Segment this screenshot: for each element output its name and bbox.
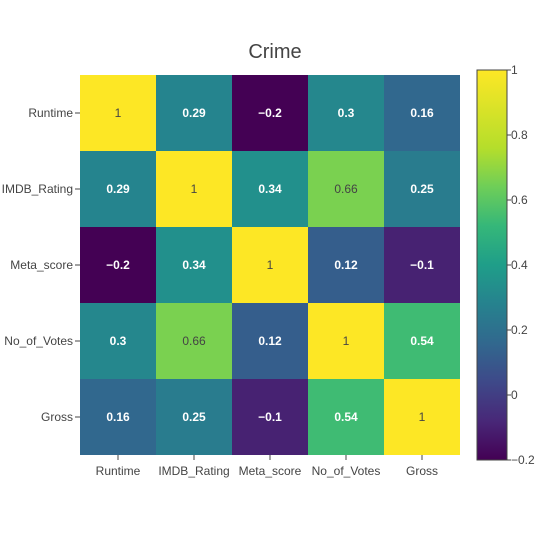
cell-value-label: 0.3 (110, 334, 127, 348)
heatmap-cell (232, 151, 308, 227)
colorbar-tick-label: 0.4 (511, 258, 528, 272)
colorbar-tick-label: −0.2 (511, 453, 535, 467)
x-axis: Runtime IMDB_Rating Meta_score No_of_Votes G… (96, 455, 438, 478)
heatmap-cell (156, 379, 232, 455)
colorbar-ticks: 1 0.8 0.6 0.4 0.2 0 −0.2 (507, 63, 535, 467)
cell-value-label: 0.66 (182, 334, 206, 348)
cell-value-label: 0.12 (334, 258, 358, 272)
heatmap-cell (80, 151, 156, 227)
heatmap-cell (232, 379, 308, 455)
x-tick-label: No_of_Votes (312, 464, 381, 478)
cell-value-label: 0.12 (258, 334, 282, 348)
heatmap-cell (156, 75, 232, 151)
colorbar-gradient (476, 69, 508, 461)
heatmap-cell (384, 379, 460, 455)
x-tick-label: IMDB_Rating (158, 464, 229, 478)
y-tick-label: IMDB_Rating (2, 182, 73, 196)
cell-value-label: 0.66 (334, 182, 358, 196)
cell-value-label: −0.1 (410, 258, 434, 272)
cell-value-label: 0.29 (182, 106, 206, 120)
cell-value-label: 0.54 (334, 410, 358, 424)
y-tick-label: Gross (41, 410, 73, 424)
heatmap-cell (384, 75, 460, 151)
y-tick-label: No_of_Votes (4, 334, 73, 348)
heatmap-cell (80, 303, 156, 379)
x-tick-label: Gross (406, 464, 438, 478)
cell-value-label: 0.25 (410, 182, 434, 196)
heatmap-cell (308, 227, 384, 303)
heatmap-cell (308, 379, 384, 455)
colorbar-tick-label: 0.2 (511, 323, 528, 337)
cell-value-label: 0.54 (410, 334, 434, 348)
colorbar-tick-label: 0.6 (511, 193, 528, 207)
cell-value-label: 0.16 (410, 106, 434, 120)
colorbar-tick-label: 0 (511, 388, 518, 402)
cell-value-label: 1 (419, 410, 426, 424)
cell-value-label: 0.29 (106, 182, 130, 196)
heatmap-cell (80, 379, 156, 455)
heatmap-cell (156, 303, 232, 379)
colorbar-tick-label: 1 (511, 63, 518, 77)
heatmap-cell (384, 303, 460, 379)
heatmap-cell (232, 75, 308, 151)
y-axis: Runtime IMDB_Rating Meta_score No_of_Votes G… (2, 106, 80, 424)
cell-value-label: 0.34 (258, 182, 282, 196)
cell-value-label: −0.1 (258, 410, 282, 424)
heatmap-cell (308, 303, 384, 379)
cell-value-label: 0.34 (182, 258, 206, 272)
heatmap-cell (156, 151, 232, 227)
colorbar-tick-label: 0.8 (511, 128, 528, 142)
cell-value-label: 1 (115, 106, 122, 120)
cell-value-label: 1 (343, 334, 350, 348)
heatmap-cell (80, 227, 156, 303)
x-tick-label: Meta_score (239, 464, 302, 478)
x-tick-label: Runtime (96, 464, 141, 478)
cell-value-label: 0.16 (106, 410, 130, 424)
y-tick-label: Meta_score (10, 258, 73, 272)
chart-title: Crime (248, 41, 301, 63)
heatmap-cell (80, 75, 156, 151)
cell-value-label: 1 (267, 258, 274, 272)
cell-value-label: 0.3 (338, 106, 355, 120)
colorbar: 1 0.8 0.6 0.4 0.2 0 −0.2 (476, 63, 535, 467)
cell-value-label: 1 (191, 182, 198, 196)
cell-value-label: −0.2 (258, 106, 282, 120)
heatmap-cell (232, 303, 308, 379)
heatmap-cell (384, 227, 460, 303)
heatmap-cell (308, 151, 384, 227)
cell-value-label: 0.25 (182, 410, 206, 424)
cell-value-label: −0.2 (106, 258, 130, 272)
heatmap-cell (232, 227, 308, 303)
y-tick-label: Runtime (28, 106, 73, 120)
heatmap-cell (384, 151, 460, 227)
heatmap-cells: 1 0.29 −0.2 0.3 0.16 0.29 1 0.34 0.66 0.25 −0.2 0.3… (80, 75, 460, 455)
heatmap-cell (156, 227, 232, 303)
heatmap-cell (308, 75, 384, 151)
